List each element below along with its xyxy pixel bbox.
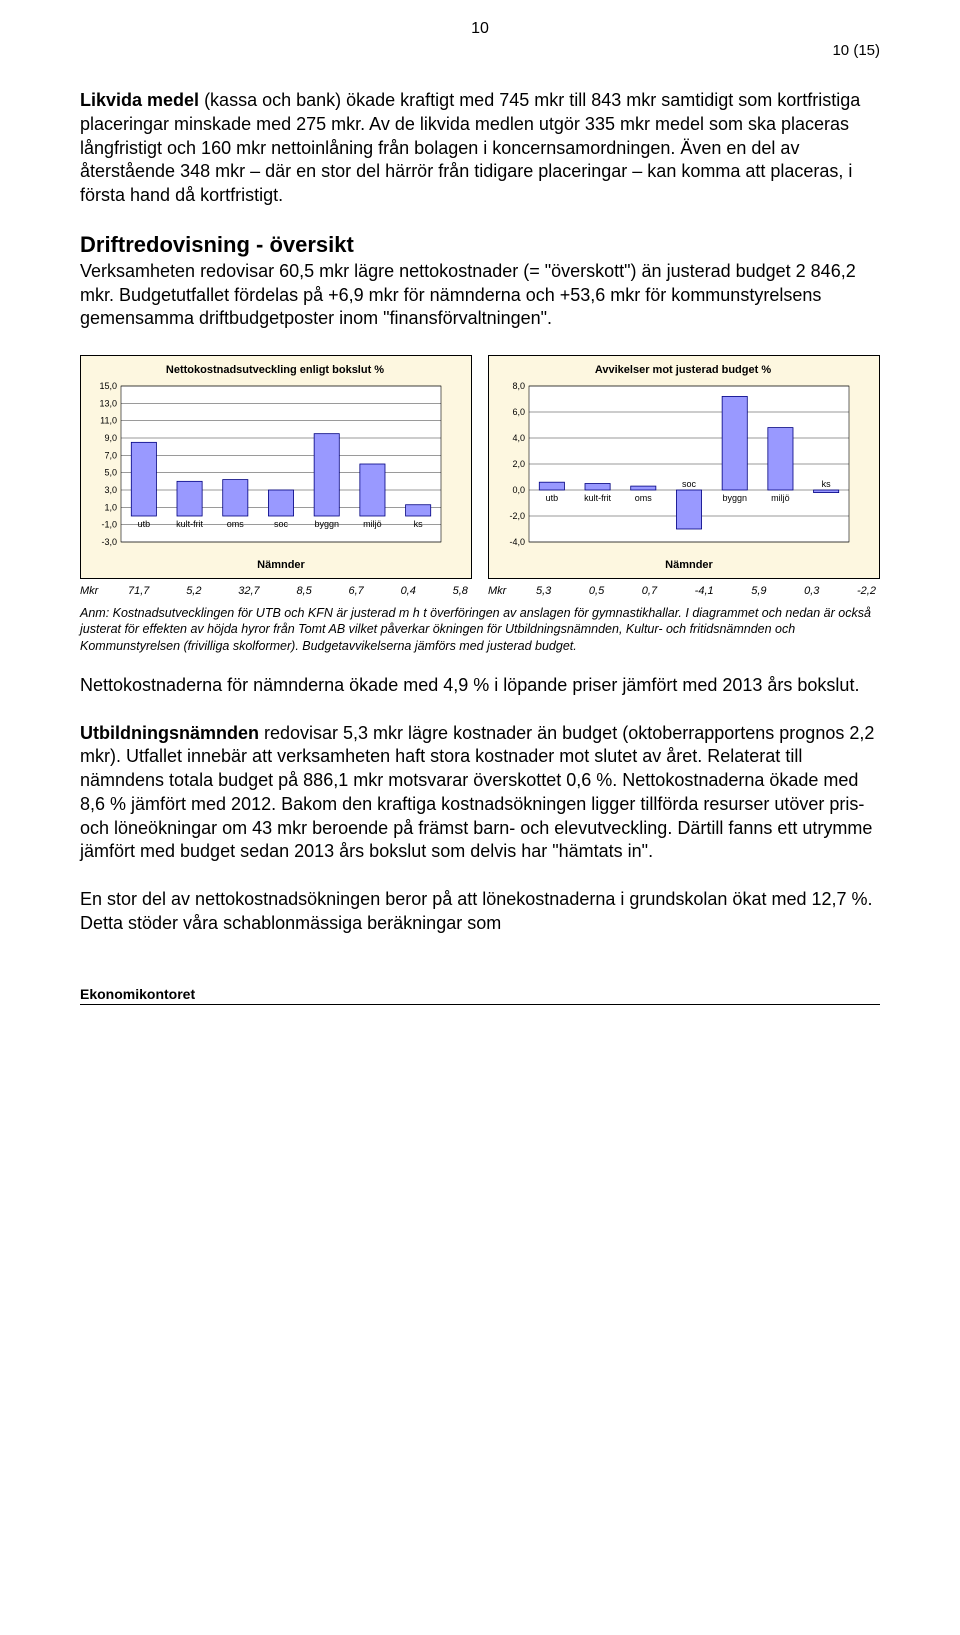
paragraph-netto: Nettokostnaderna för nämnderna ökade med… xyxy=(80,674,880,698)
mkr-value: 5,9 xyxy=(751,585,766,597)
svg-text:oms: oms xyxy=(635,493,653,503)
svg-text:miljö: miljö xyxy=(363,519,382,529)
paragraph-lonekost: En stor del av nettokostnadsökningen ber… xyxy=(80,888,880,936)
mkr-value: 8,5 xyxy=(296,585,311,597)
chart-caption: Anm: Kostnadsutvecklingen för UTB och KF… xyxy=(80,605,880,654)
chart-right-title: Avvikelser mot justerad budget % xyxy=(495,364,871,376)
mkr-value: 71,7 xyxy=(128,585,149,597)
svg-text:0,0: 0,0 xyxy=(512,485,525,495)
svg-text:oms: oms xyxy=(227,519,245,529)
page-number-top: 10 xyxy=(80,20,880,38)
paragraph-drift: Verksamheten redovisar 60,5 mkr lägre ne… xyxy=(80,260,880,331)
svg-text:Nämnder: Nämnder xyxy=(665,559,713,571)
svg-text:8,0: 8,0 xyxy=(512,382,525,391)
mkr-value: 0,7 xyxy=(642,585,657,597)
svg-text:4,0: 4,0 xyxy=(512,433,525,443)
svg-text:Nämnder: Nämnder xyxy=(257,559,305,571)
mkr-row: Mkr 71,7 5,2 32,7 8,5 6,7 0,4 5,8 Mkr 5,3 0,5 0,… xyxy=(80,585,880,597)
footer-label: Ekonomikontoret xyxy=(80,986,880,1002)
svg-text:kult-frit: kult-frit xyxy=(176,519,203,529)
chart-right-svg: -4,0 -2,0 0,0 2,0 4,0 6,0 8,0 utb kult-frit oms so… xyxy=(495,382,855,572)
svg-text:7,0: 7,0 xyxy=(104,450,117,460)
mkr-value: 0,3 xyxy=(804,585,819,597)
svg-text:kult-frit: kult-frit xyxy=(584,493,611,503)
mkr-value: 32,7 xyxy=(238,585,259,597)
mkr-left-values: 71,7 5,2 32,7 8,5 6,7 0,4 5,8 xyxy=(124,585,472,597)
page-number-paren: 10 (15) xyxy=(80,42,880,59)
svg-text:2,0: 2,0 xyxy=(512,459,525,469)
svg-text:utb: utb xyxy=(138,519,151,529)
mkr-value: -4,1 xyxy=(695,585,714,597)
mkr-value: 5,8 xyxy=(453,585,468,597)
svg-text:ks: ks xyxy=(414,519,424,529)
mkr-value: 5,3 xyxy=(536,585,551,597)
svg-text:11,0: 11,0 xyxy=(100,416,117,426)
mkr-value: 6,7 xyxy=(349,585,364,597)
document-page: 10 10 (15) Likvida medel (kassa och bank… xyxy=(0,0,960,1045)
svg-text:5,0: 5,0 xyxy=(104,468,117,478)
paragraph-utbildning: Utbildningsnämnden redovisar 5,3 mkr läg… xyxy=(80,722,880,865)
svg-text:-3,0: -3,0 xyxy=(101,537,117,547)
likvida-lead: Likvida medel xyxy=(80,90,199,110)
svg-text:byggn: byggn xyxy=(722,493,747,503)
mkr-value: 0,5 xyxy=(589,585,604,597)
svg-text:-2,0: -2,0 xyxy=(509,511,525,521)
mkr-value: 0,4 xyxy=(401,585,416,597)
utbildning-lead: Utbildningsnämnden xyxy=(80,723,259,743)
svg-text:soc: soc xyxy=(274,519,289,529)
charts-row: Nettokostnadsutveckling enligt bokslut %… xyxy=(80,355,880,579)
mkr-label-right: Mkr xyxy=(488,585,532,597)
mkr-value: 5,2 xyxy=(186,585,201,597)
svg-text:utb: utb xyxy=(546,493,559,503)
mkr-right-values: 5,3 0,5 0,7 -4,1 5,9 0,3 -2,2 xyxy=(532,585,880,597)
svg-text:-1,0: -1,0 xyxy=(101,520,117,530)
paragraph-likvida: Likvida medel (kassa och bank) ökade kra… xyxy=(80,89,880,208)
chart-left-svg: -3,0 -1,0 1,0 3,0 5,0 7,0 9,0 11,0 13,0 15,0 utb ku… xyxy=(87,382,447,572)
chart-right-panel: Avvikelser mot justerad budget % -4,0 -2,… xyxy=(488,355,880,579)
svg-text:15,0: 15,0 xyxy=(99,382,117,391)
svg-text:miljö: miljö xyxy=(771,493,790,503)
svg-text:-4,0: -4,0 xyxy=(509,537,525,547)
chart-left-panel: Nettokostnadsutveckling enligt bokslut %… xyxy=(80,355,472,579)
mkr-label-left: Mkr xyxy=(80,585,124,597)
svg-text:9,0: 9,0 xyxy=(104,433,117,443)
svg-text:1,0: 1,0 xyxy=(104,502,117,512)
svg-text:soc: soc xyxy=(682,479,697,489)
svg-text:byggn: byggn xyxy=(314,519,339,529)
svg-text:13,0: 13,0 xyxy=(99,398,117,408)
mkr-value: -2,2 xyxy=(857,585,876,597)
svg-text:ks: ks xyxy=(822,479,832,489)
mkr-left: Mkr 71,7 5,2 32,7 8,5 6,7 0,4 5,8 xyxy=(80,585,472,597)
chart-left-title: Nettokostnadsutveckling enligt bokslut % xyxy=(87,364,463,376)
utbildning-body: redovisar 5,3 mkr lägre kostnader än bud… xyxy=(80,723,874,862)
footer-rule xyxy=(80,1004,880,1005)
svg-text:3,0: 3,0 xyxy=(104,485,117,495)
svg-text:6,0: 6,0 xyxy=(512,407,525,417)
mkr-right: Mkr 5,3 0,5 0,7 -4,1 5,9 0,3 -2,2 xyxy=(488,585,880,597)
heading-drift: Driftredovisning - översikt xyxy=(80,232,880,258)
